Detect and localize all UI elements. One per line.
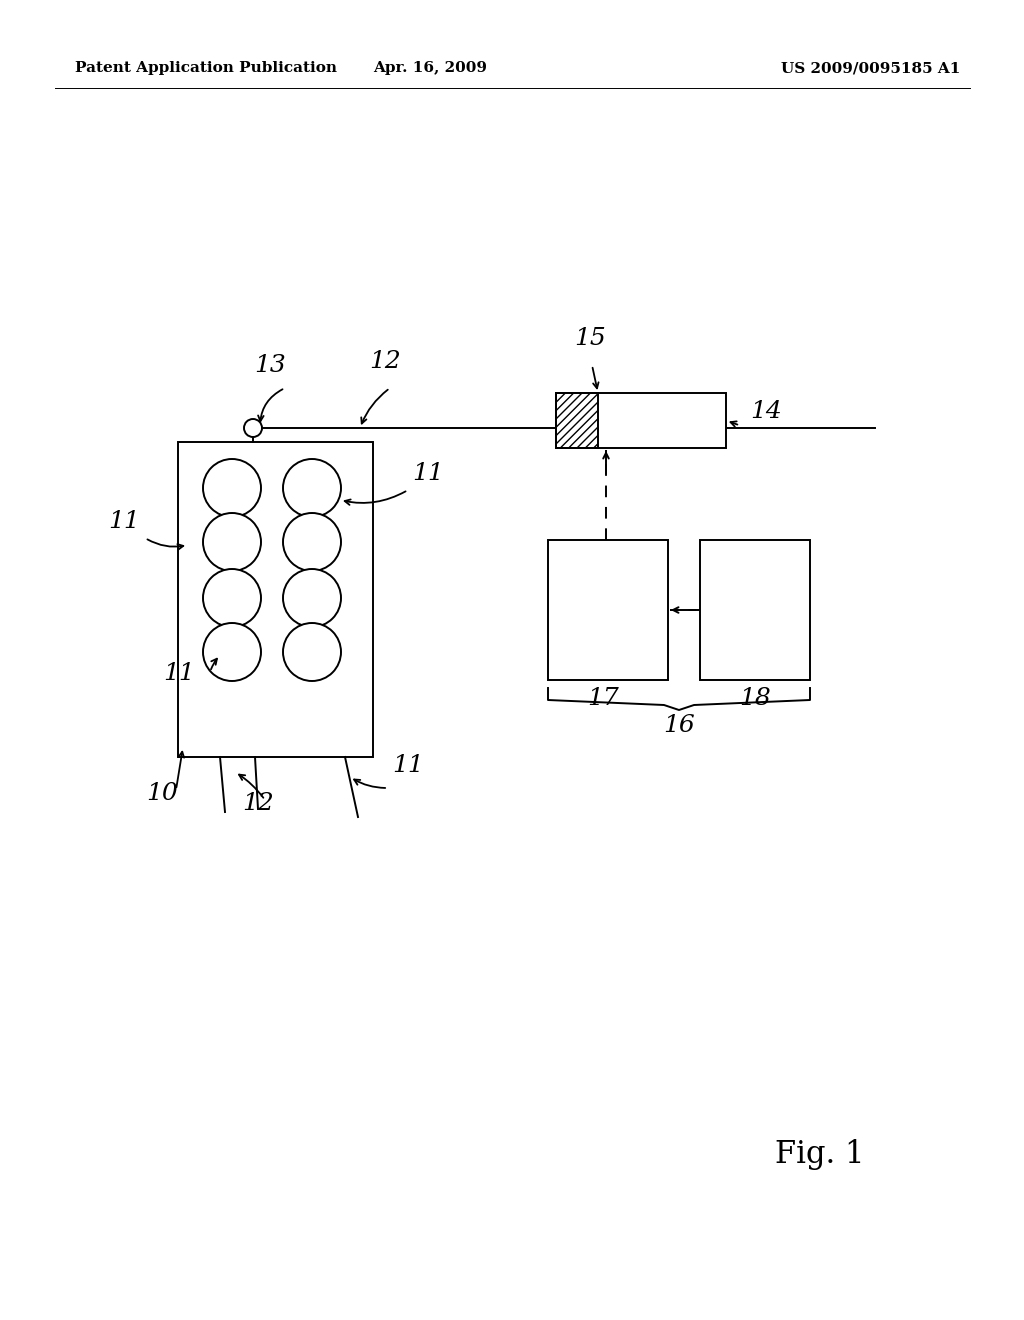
Bar [548,540,668,680]
Circle shape [203,459,261,517]
Circle shape [203,623,261,681]
Circle shape [283,513,341,572]
Text: Apr. 16, 2009: Apr. 16, 2009 [373,61,487,75]
Bar [700,540,810,680]
Text: 10: 10 [146,781,178,805]
Text: 16: 16 [664,714,695,737]
Text: 18: 18 [739,686,771,710]
Bar [556,393,598,447]
Text: 12: 12 [369,350,400,374]
Text: Patent Application Publication: Patent Application Publication [75,61,337,75]
Circle shape [283,459,341,517]
Text: 17: 17 [587,686,618,710]
Bar [178,442,373,756]
Text: 11: 11 [392,754,424,777]
Text: Fig. 1: Fig. 1 [775,1139,864,1171]
Text: 11: 11 [412,462,443,484]
Text: 11: 11 [108,510,139,533]
Bar [556,393,726,447]
Text: 14: 14 [750,400,781,422]
Text: 12: 12 [242,792,273,814]
Text: 11: 11 [163,663,195,685]
Circle shape [283,569,341,627]
Circle shape [203,513,261,572]
Circle shape [203,569,261,627]
Text: 13: 13 [254,354,286,378]
Circle shape [283,623,341,681]
Circle shape [244,418,262,437]
Text: US 2009/0095185 A1: US 2009/0095185 A1 [780,61,961,75]
Text: 15: 15 [574,327,606,350]
